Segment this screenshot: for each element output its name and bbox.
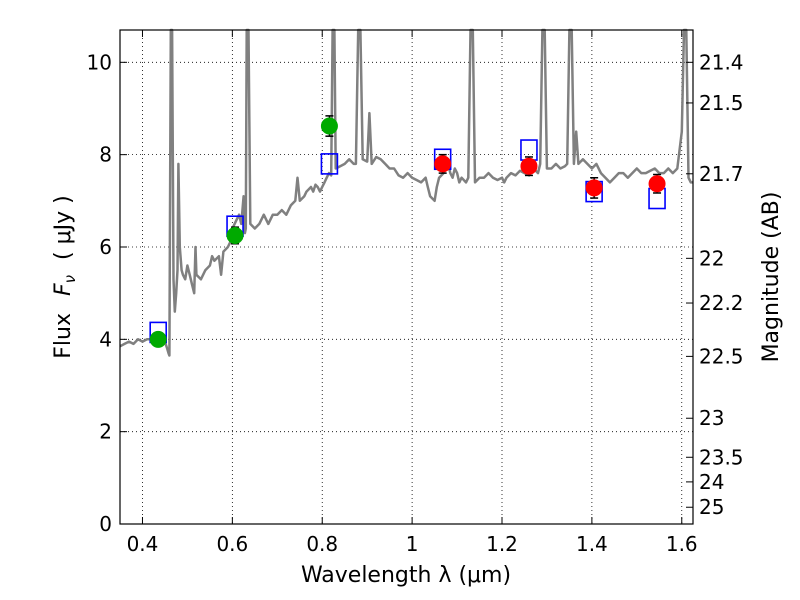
y2-tick-label: 22.5	[699, 344, 744, 368]
plot-frame	[119, 29, 694, 525]
y2-tick-label: 21.5	[699, 91, 744, 115]
optical-data-point	[149, 330, 167, 348]
y2-tick-label: 22.2	[699, 291, 744, 315]
model-square-point	[320, 153, 339, 175]
y-axis-label-symbol: F	[51, 283, 76, 296]
photometry-layer	[149, 115, 666, 348]
y-tick-label: 6	[99, 235, 112, 259]
nir-data-point	[434, 155, 452, 173]
optical-data-point	[320, 117, 338, 135]
y-tick-label: 10	[87, 50, 112, 74]
y-axis-label-text: Flux	[51, 313, 76, 359]
optical-data-point	[226, 226, 244, 244]
x-tick-label: 1	[406, 532, 419, 556]
x-tick-label: 1.2	[486, 532, 518, 556]
y-tick-label: 0	[99, 512, 112, 536]
y-axis-label: Flux Fν ( μJy )	[51, 195, 81, 358]
nir-data-point	[520, 157, 538, 175]
x-tick-label: 1.6	[666, 532, 698, 556]
y2-tick-label: 23.5	[699, 445, 744, 469]
y2-tick-label: 23	[699, 406, 724, 430]
y-axis-label-subscript: ν	[61, 275, 79, 283]
y2-tick-label: 21.7	[699, 162, 744, 186]
y2-tick-label: 21.4	[699, 50, 744, 74]
spectrum-layer	[119, 28, 693, 357]
x-tick-label: 0.8	[306, 532, 338, 556]
svg-text:Flux Fν ( μJy ): Flux Fν ( μJy )	[51, 195, 81, 358]
x-axis-label: Wavelength λ (μm)	[301, 563, 511, 588]
y2-tick-label: 25	[699, 495, 724, 519]
nir-data-point	[648, 175, 666, 193]
y-tick-label: 8	[99, 143, 112, 167]
y-tick-label: 2	[99, 420, 112, 444]
y2-tick-label: 24	[699, 470, 724, 494]
x-tick-label: 0.6	[216, 532, 248, 556]
nir-data-point	[585, 179, 603, 197]
y2-tick-label: 22	[699, 246, 724, 270]
spectrum-line	[119, 28, 693, 357]
y-tick-label: 4	[99, 327, 112, 351]
y2-axis-label: Magnitude (AB)	[759, 192, 784, 363]
y-axis-label-unit: ( μJy )	[51, 195, 76, 260]
x-tick-label: 0.4	[127, 532, 159, 556]
x-tick-label: 1.4	[576, 532, 608, 556]
